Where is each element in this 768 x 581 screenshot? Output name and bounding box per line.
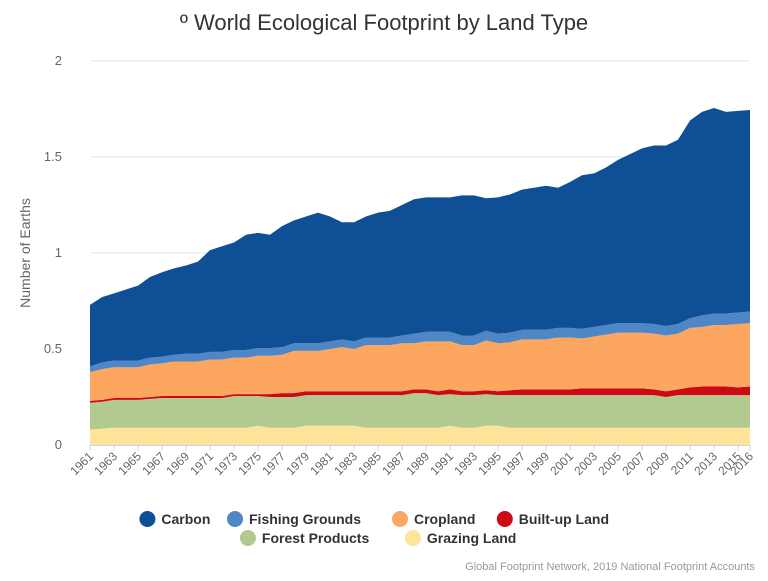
y-tick-label: 2 <box>55 53 62 68</box>
x-tick-label: 2001 <box>547 449 576 478</box>
x-tick-label: 1983 <box>331 449 360 478</box>
area-carbon[interactable] <box>90 108 750 367</box>
legend-marker-built-up-land <box>496 511 513 527</box>
legend-marker-carbon <box>139 511 156 527</box>
legend-item-forest-products[interactable]: Forest Products <box>239 530 370 546</box>
legend-item-cropland[interactable]: Cropland <box>392 511 475 527</box>
chart-title: º World Ecological Footprint by Land Typ… <box>180 10 588 35</box>
legend-label: Forest Products <box>262 530 370 546</box>
x-tick-label: 1987 <box>379 449 408 478</box>
x-axis: 1961196319651967196919711973197519771979… <box>67 445 756 478</box>
legend-marker-forest-products <box>239 530 256 546</box>
x-tick-label: 2009 <box>643 449 672 478</box>
chart-credit: Global Footprint Network, 2019 National … <box>465 561 755 573</box>
x-tick-label: 1973 <box>211 449 240 478</box>
x-tick-label: 1995 <box>475 449 504 478</box>
x-tick-label: 1979 <box>283 449 312 478</box>
x-tick-label: 2011 <box>668 449 696 477</box>
x-tick-label: 1971 <box>187 449 216 478</box>
x-tick-label: 1969 <box>163 449 192 478</box>
x-tick-label: 1985 <box>355 449 384 478</box>
legend-item-carbon[interactable]: Carbon <box>139 511 210 527</box>
x-tick-label: 1965 <box>115 449 144 478</box>
x-tick-label: 2013 <box>691 449 720 478</box>
y-tick-label: 1.5 <box>44 149 62 164</box>
legend-item-fishing-grounds[interactable]: Fishing Grounds <box>227 511 361 527</box>
x-tick-label: 1963 <box>91 449 120 478</box>
legend-item-grazing-land[interactable]: Grazing Land <box>404 530 516 546</box>
area-forest-products[interactable] <box>90 393 750 430</box>
x-tick-label: 1975 <box>235 449 264 478</box>
x-tick-label: 1993 <box>451 449 480 478</box>
legend-item-built-up-land[interactable]: Built-up Land <box>496 511 609 527</box>
x-tick-label: 1977 <box>259 449 288 478</box>
area-built-up-land[interactable] <box>90 386 750 403</box>
legend-marker-cropland <box>392 511 408 527</box>
x-tick-label: 1961 <box>67 449 96 478</box>
x-tick-label: 1989 <box>403 449 432 478</box>
y-tick-label: 1 <box>55 245 62 260</box>
legend-label: Built-up Land <box>519 511 609 527</box>
x-tick-label: 1991 <box>427 449 456 478</box>
legend-label: Carbon <box>161 511 210 527</box>
x-tick-label: 1981 <box>307 449 336 478</box>
area-fishing-grounds[interactable] <box>90 311 750 373</box>
y-tick-label: 0 <box>55 437 62 452</box>
x-tick-label: 1999 <box>523 449 552 478</box>
y-tick-label: 0.5 <box>44 341 62 356</box>
area-grazing-land[interactable] <box>90 425 750 445</box>
stacked-areas <box>90 108 750 445</box>
x-tick-label: 2003 <box>571 449 600 478</box>
legend-label: Fishing Grounds <box>249 511 361 527</box>
y-axis-label: Number of Earths <box>17 198 33 308</box>
x-tick-label: 2007 <box>619 449 648 478</box>
legend-label: Grazing Land <box>427 530 516 546</box>
legend-marker-fishing-grounds <box>227 511 243 527</box>
area-cropland[interactable] <box>90 323 750 401</box>
legend-marker-grazing-land <box>404 530 421 546</box>
x-tick-label: 2005 <box>595 449 624 478</box>
y-axis-ticks: 0 0.5 1 1.5 2 <box>44 53 62 452</box>
legend: Carbon Fishing Grounds Cropland Built-up La… <box>139 511 609 546</box>
x-tick-label: 1997 <box>499 449 528 478</box>
x-tick-label: 1967 <box>139 449 168 478</box>
legend-label: Cropland <box>414 511 475 527</box>
